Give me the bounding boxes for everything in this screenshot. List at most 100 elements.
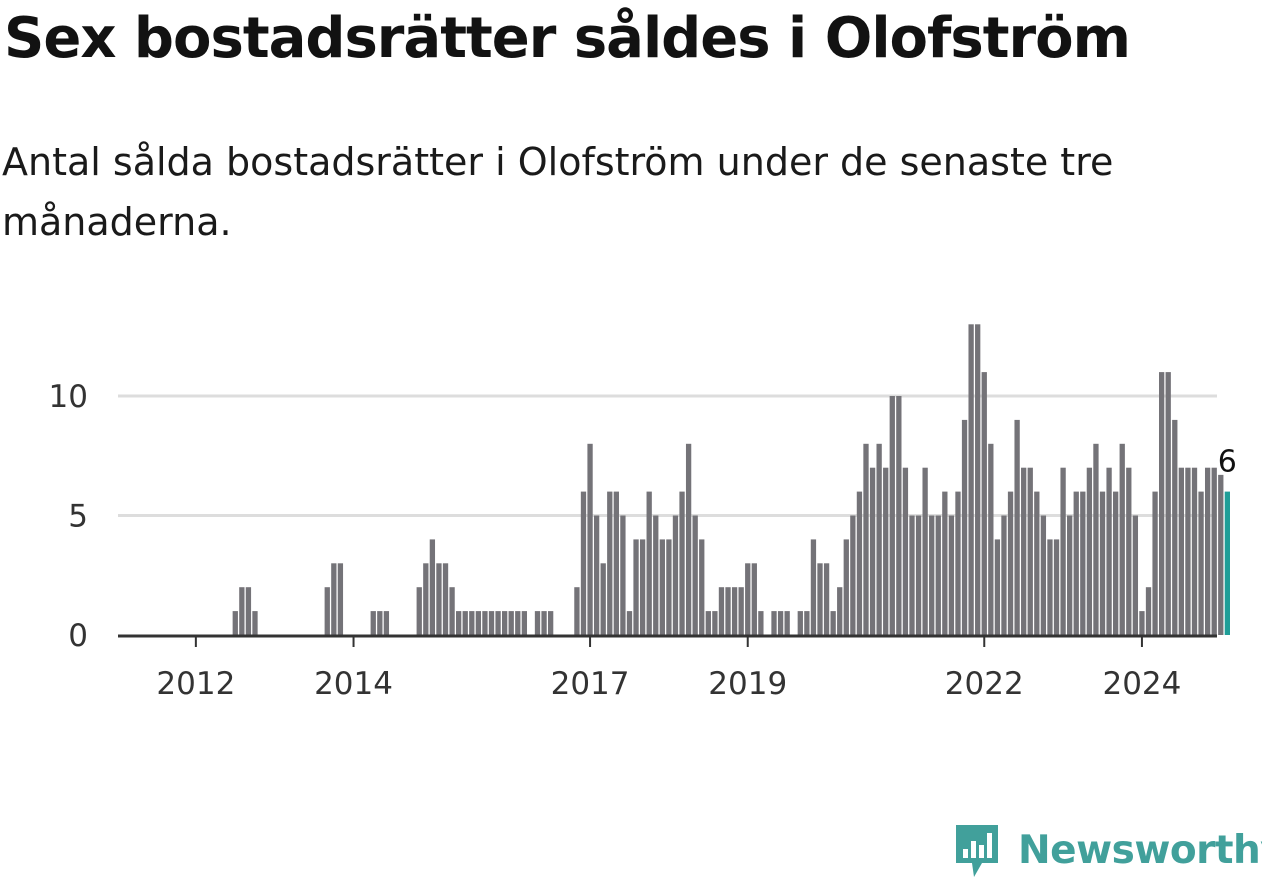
bar	[948, 515, 955, 635]
bar	[784, 611, 790, 635]
bar	[830, 611, 836, 635]
bar	[751, 563, 757, 635]
bar	[633, 539, 639, 635]
bar	[1001, 515, 1007, 635]
bar	[239, 587, 245, 635]
bar	[659, 539, 665, 635]
bar	[1172, 419, 1178, 635]
bar	[745, 563, 751, 635]
bar	[699, 539, 705, 635]
bar	[383, 611, 390, 635]
bar	[639, 539, 646, 635]
bar	[909, 515, 915, 635]
bar	[679, 491, 685, 635]
bar	[587, 443, 593, 635]
bar	[1198, 491, 1204, 635]
bar	[331, 563, 337, 635]
gridlines	[118, 394, 1217, 517]
bar	[856, 491, 863, 635]
bar	[488, 611, 495, 635]
bar	[508, 611, 514, 635]
bar	[961, 419, 968, 635]
bar	[817, 563, 823, 635]
bar	[869, 467, 876, 635]
bar	[968, 324, 974, 635]
bar	[429, 539, 436, 635]
bar	[1159, 372, 1165, 635]
y-tick-label: 10	[49, 379, 88, 415]
bar	[850, 515, 856, 635]
bar	[988, 443, 994, 635]
bar	[725, 587, 731, 635]
bar	[245, 587, 252, 635]
bar	[1191, 467, 1198, 635]
bar	[712, 611, 718, 635]
bar	[475, 611, 482, 635]
bar	[495, 611, 501, 635]
bar	[1060, 467, 1066, 635]
bar	[1211, 467, 1217, 635]
bar	[1021, 467, 1027, 635]
bar	[837, 587, 843, 635]
bar	[449, 587, 455, 635]
bar	[1040, 515, 1047, 635]
bar	[1106, 467, 1112, 635]
bar	[593, 515, 600, 635]
y-tick-label: 5	[68, 499, 88, 535]
bar-chart: 0 5 10 2012 2014 2017 2019 2022 2024 6	[49, 324, 1237, 702]
bar	[1218, 474, 1224, 635]
bar	[607, 491, 613, 635]
bar	[620, 515, 626, 635]
bar	[580, 491, 587, 635]
bar	[482, 611, 488, 635]
bar	[456, 611, 462, 635]
bar	[731, 587, 738, 635]
labels: 0 5 10 2012 2014 2017 2019 2022 2024 6	[49, 379, 1237, 702]
bar	[863, 443, 869, 635]
brand-logo: Newsworthy	[952, 820, 1262, 880]
bar	[232, 611, 238, 635]
bar	[541, 611, 547, 635]
bar	[666, 539, 672, 635]
bar	[975, 324, 981, 635]
bar	[1165, 372, 1171, 635]
x-tick-label: 2012	[156, 666, 235, 702]
bar	[1027, 467, 1033, 635]
bar	[337, 563, 344, 635]
bar	[1093, 443, 1099, 635]
y-tick-label: 0	[68, 618, 88, 654]
bar	[935, 515, 941, 635]
bar	[810, 539, 817, 635]
bar	[1099, 491, 1106, 635]
bar	[502, 611, 508, 635]
bar	[324, 587, 330, 635]
bar	[442, 563, 449, 635]
bar	[469, 611, 475, 635]
bars	[232, 324, 1230, 635]
bar	[1139, 611, 1145, 635]
bar	[672, 515, 679, 635]
bar	[436, 563, 442, 635]
bar	[777, 611, 784, 635]
bar	[981, 372, 987, 635]
bar	[462, 611, 468, 635]
bar	[929, 515, 935, 635]
bar	[370, 611, 376, 635]
chart-subtitle: Antal sålda bostadsrätter i Olofström un…	[2, 140, 1114, 244]
x-tick-label: 2017	[551, 666, 630, 702]
bar	[942, 491, 948, 635]
bar	[534, 611, 541, 635]
bar	[1067, 515, 1073, 635]
newsworthy-logo-icon	[956, 825, 998, 877]
bar	[1119, 443, 1125, 635]
x-tick-label: 2014	[314, 666, 393, 702]
bar	[1053, 539, 1060, 635]
bar	[1113, 491, 1119, 635]
bar	[653, 515, 659, 635]
bar	[692, 515, 698, 635]
chart-title: Sex bostadsrätter såldes i Olofström	[4, 6, 1131, 71]
bar	[1007, 491, 1014, 635]
bar	[574, 587, 580, 635]
bar	[797, 611, 803, 635]
bar	[705, 611, 711, 635]
